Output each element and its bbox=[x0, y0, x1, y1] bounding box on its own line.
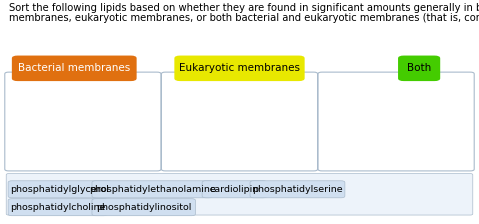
FancyBboxPatch shape bbox=[8, 181, 112, 198]
FancyBboxPatch shape bbox=[6, 174, 473, 215]
FancyBboxPatch shape bbox=[398, 56, 440, 81]
FancyBboxPatch shape bbox=[318, 72, 474, 171]
FancyBboxPatch shape bbox=[8, 199, 107, 216]
FancyBboxPatch shape bbox=[174, 56, 305, 81]
Text: phosphatidylserine: phosphatidylserine bbox=[252, 185, 343, 194]
FancyBboxPatch shape bbox=[250, 181, 345, 198]
Text: Both: Both bbox=[407, 63, 431, 73]
Text: Eukaryotic membranes: Eukaryotic membranes bbox=[179, 63, 300, 73]
Text: phosphatidylcholine: phosphatidylcholine bbox=[10, 203, 105, 212]
FancyBboxPatch shape bbox=[92, 181, 213, 198]
FancyBboxPatch shape bbox=[12, 56, 137, 81]
FancyBboxPatch shape bbox=[202, 181, 267, 198]
Text: membranes, eukaryotic membranes, or both bacterial and eukaryotic membranes (tha: membranes, eukaryotic membranes, or both… bbox=[9, 13, 479, 24]
Text: cardiolipin: cardiolipin bbox=[210, 185, 259, 194]
Text: phosphatidylglycerol: phosphatidylglycerol bbox=[11, 185, 109, 194]
Text: Sort the following lipids based on whether they are found in significant amounts: Sort the following lipids based on wheth… bbox=[9, 3, 479, 13]
FancyBboxPatch shape bbox=[161, 72, 318, 171]
FancyBboxPatch shape bbox=[5, 72, 161, 171]
FancyBboxPatch shape bbox=[92, 199, 195, 216]
Text: phosphatidylethanolamine: phosphatidylethanolamine bbox=[89, 185, 216, 194]
Text: Bacterial membranes: Bacterial membranes bbox=[18, 63, 130, 73]
Text: phosphatidylinositol: phosphatidylinositol bbox=[96, 203, 192, 212]
